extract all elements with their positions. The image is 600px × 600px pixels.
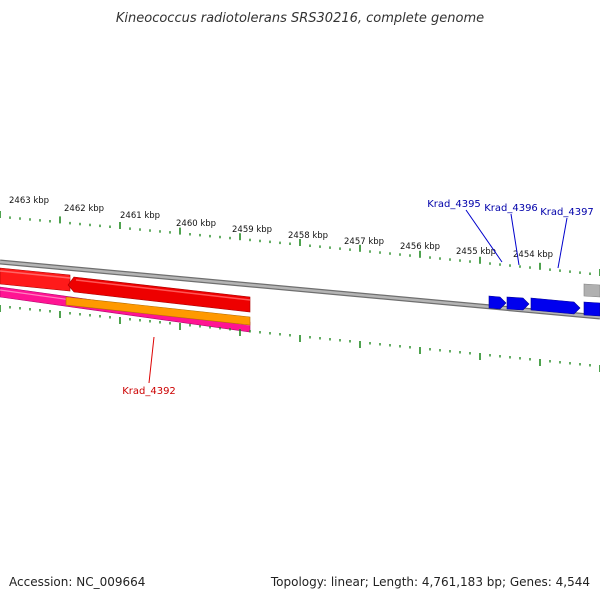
label-krad-4397[interactable]: Krad_4397 (540, 207, 594, 218)
ruler-label-2457: 2457 kbp (344, 237, 384, 247)
outer-ruler-ticks (0, 211, 600, 276)
feature-orange[interactable] (65, 296, 251, 326)
forward-genes (488, 283, 600, 317)
genome-summary-text: Topology: linear; Length: 4,761,183 bp; … (270, 575, 590, 589)
gene-next-shape[interactable] (583, 301, 600, 317)
ruler-label-2461: 2461 kbp (120, 211, 160, 221)
gene-krad-4392[interactable] (0, 267, 251, 313)
accession-text: Accession: NC_009664 (9, 575, 145, 589)
ruler-label-2459: 2459 kbp (232, 225, 272, 235)
gene-krad-4396-shape[interactable] (506, 296, 530, 311)
ruler-label-2460: 2460 kbp (176, 219, 216, 229)
gene-krad-4392-arrow[interactable] (67, 276, 251, 313)
gene-krad-4397-shape[interactable] (530, 297, 581, 315)
leader-krad-4396 (510, 213, 520, 266)
gene-krad-4392-highlight (0, 270, 71, 279)
gene-krad-4392-left-block[interactable] (0, 267, 71, 292)
ruler-labels: 2463 kbp 2462 kbp 2461 kbp 2460 kbp 2459… (9, 196, 553, 260)
inner-ruler-ticks (0, 305, 600, 372)
label-krad-4395[interactable]: Krad_4395 (427, 199, 481, 210)
ruler-label-2458: 2458 kbp (288, 231, 328, 241)
ruler-label-2454: 2454 kbp (513, 250, 553, 260)
gene-labels: Krad_4392 Krad_4395 Krad_4396 Krad_4397 (122, 199, 594, 397)
grey-feature[interactable] (583, 283, 600, 298)
ruler-label-2463: 2463 kbp (9, 196, 49, 206)
gene-krad-4392-highlight-2 (75, 279, 251, 301)
ruler-label-2462: 2462 kbp (64, 204, 104, 214)
label-krad-4396[interactable]: Krad_4396 (484, 203, 538, 214)
leader-krad-4392 (148, 336, 155, 384)
label-krad-4392[interactable]: Krad_4392 (122, 386, 176, 397)
leader-krad-4395 (465, 209, 503, 263)
gene-krad-4395-shape[interactable] (488, 295, 507, 310)
ruler-label-2456: 2456 kbp (400, 242, 440, 252)
map-title: Kineococcus radiotolerans SRS30216, comp… (116, 11, 484, 26)
leader-krad-4397 (557, 217, 568, 269)
ruler-label-2455: 2455 kbp (456, 247, 496, 257)
